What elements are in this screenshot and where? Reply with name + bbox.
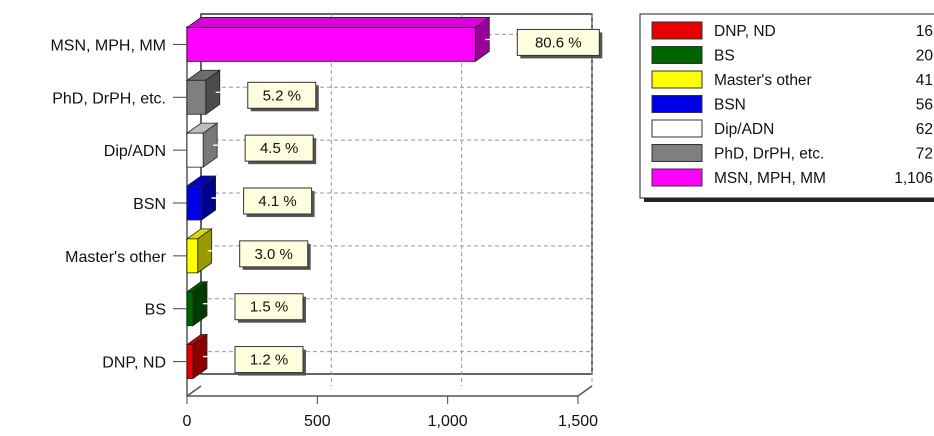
x-tick-label: 1,000: [428, 413, 468, 430]
data-label: 3.0 %: [255, 246, 293, 263]
bar: [186, 27, 476, 62]
data-label-box: [516, 28, 600, 56]
category-label: Master's other: [65, 249, 167, 266]
bar-top-face: [185, 17, 491, 28]
data-labels: 1.2 % 1.5 % 3.0 % 4.1 % 4.5 % 5.2 % 80.6 %: [203, 28, 603, 376]
x-tick-label: 500: [304, 413, 331, 430]
legend-label: DNP, ND: [714, 23, 776, 40]
category-label: MSN, MPH, MM: [50, 37, 166, 54]
data-label: 4.5 %: [260, 140, 298, 157]
bar: [186, 238, 199, 274]
legend-swatch: [651, 168, 703, 187]
legend-swatch: [651, 21, 703, 40]
legend-value: 20: [916, 48, 934, 65]
data-label: 1.5 %: [250, 299, 288, 316]
data-label: 5.2 %: [263, 87, 301, 104]
legend-swatch: [651, 95, 703, 113]
bar: [186, 185, 202, 221]
data-label-box: [243, 187, 313, 215]
category-label: PhD, DrPH, etc.: [52, 90, 166, 107]
bar: [186, 291, 194, 327]
legend-label: Master's other: [714, 72, 812, 89]
legend-label: Dip/ADN: [714, 121, 774, 138]
data-label: 4.1 %: [258, 193, 296, 210]
bar: [186, 344, 194, 379]
bars: [185, 16, 491, 380]
data-label: 1.2 %: [250, 352, 288, 369]
data-label-box: [239, 240, 309, 268]
category-labels: DNP, ND BS Master's other BSN Dip/ADN PhD, Dr…: [50, 37, 187, 372]
floor-edge: [186, 385, 202, 397]
legend-value: 41: [916, 72, 933, 89]
legend-value: 56: [916, 97, 933, 114]
legend-label: BSN: [714, 97, 746, 114]
category-label: BS: [145, 302, 166, 319]
legend-swatch: [651, 46, 703, 64]
legend-value: 72: [916, 146, 933, 163]
data-label-box: [234, 293, 304, 321]
legend-value: 62: [916, 121, 933, 138]
category-label: Dip/ADN: [104, 143, 166, 160]
legend: DNP, ND 16 BS 20 Master's other 41 BSN 56 Dip/AD…: [639, 13, 934, 202]
legend-swatch: [651, 119, 703, 138]
legend-value: 1,106: [894, 170, 933, 187]
category-label: DNP, ND: [102, 355, 166, 372]
legend-label: MSN, MPH, MM: [714, 170, 826, 187]
legend-label: PhD, DrPH, etc.: [714, 146, 824, 163]
legend-label: BS: [714, 48, 735, 65]
x-tick-label: 1,500: [558, 413, 598, 430]
floor-edge: [577, 385, 593, 397]
bar: [186, 79, 207, 115]
x-tick-label: 0: [183, 413, 192, 430]
bar: [186, 132, 204, 168]
category-label: BSN: [133, 196, 166, 213]
x-axis: 0 500 1,000 1,500: [183, 396, 598, 430]
data-label-box: [234, 346, 304, 374]
legend-value: 16: [916, 23, 933, 40]
legend-swatch: [651, 144, 703, 162]
data-label-box: [244, 134, 314, 162]
data-label-box: [247, 81, 317, 109]
legend-swatch: [651, 70, 703, 89]
data-label: 80.6 %: [535, 34, 582, 51]
